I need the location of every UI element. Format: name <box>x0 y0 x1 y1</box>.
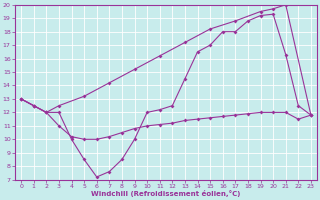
X-axis label: Windchill (Refroidissement éolien,°C): Windchill (Refroidissement éolien,°C) <box>91 190 241 197</box>
